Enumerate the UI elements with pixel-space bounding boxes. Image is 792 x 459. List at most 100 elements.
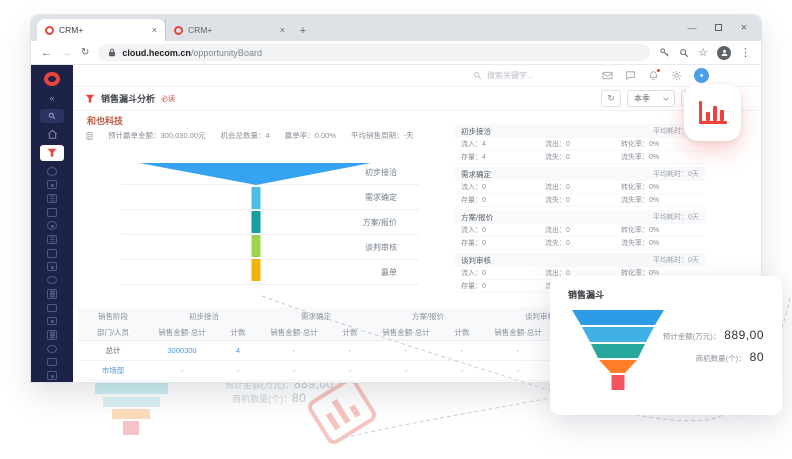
stage-avg-time: 平均耗时：0天: [653, 214, 699, 221]
cell: -: [292, 346, 296, 355]
sidebar-icon[interactable]: [47, 316, 57, 326]
global-search[interactable]: 搜索关键字...: [473, 70, 534, 81]
search-placeholder: 搜索关键字...: [487, 71, 534, 80]
table-header: 销售金额-总计: [270, 328, 318, 337]
cell: -: [348, 366, 352, 375]
maximize-button[interactable]: [705, 23, 731, 33]
stage-avg-time: 平均耗时：0天: [653, 171, 699, 178]
summary-opportunity-count: 机会总数量：4: [220, 131, 270, 140]
browser-profile-avatar[interactable]: [717, 45, 731, 60]
crm-favicon: [45, 25, 54, 35]
page-title: 销售漏斗分析: [101, 94, 156, 104]
reload-icon[interactable]: ↻: [81, 47, 90, 58]
stage-metric: 存量：4: [461, 154, 486, 161]
stage-metric: 转化率：0%: [621, 184, 660, 191]
sidebar-icon[interactable]: [47, 234, 57, 245]
url-path: /opportunityBoard: [190, 47, 262, 58]
count-link[interactable]: 4: [235, 346, 241, 355]
cell: -: [236, 366, 240, 375]
sidebar-icon[interactable]: [47, 167, 57, 176]
settings-gear-icon[interactable]: [671, 70, 682, 81]
summary-doc-icon: [86, 131, 93, 140]
stage-name: 需求确定: [461, 169, 491, 179]
ghost-funnel-band-3: [112, 409, 150, 419]
sidebar-icon[interactable]: [47, 262, 57, 271]
topbar-icons: ✦: [602, 68, 761, 83]
refresh-button[interactable]: ↻: [601, 90, 621, 107]
company-name[interactable]: 和也科技: [87, 116, 124, 126]
card-funnel-chart: [572, 310, 664, 390]
funnel-stage-label: 初步接洽: [365, 167, 397, 177]
bar-chart-icon-card: [684, 84, 741, 141]
new-tab-button[interactable]: +: [299, 25, 307, 37]
period-select[interactable]: 本季: [627, 90, 675, 107]
sidebar-icon[interactable]: [47, 208, 57, 217]
sidebar-icon[interactable]: [47, 330, 57, 340]
sidebar-icon[interactable]: [47, 249, 57, 258]
address-bar: ← → ↻ cloud.hecom.cn/opportunityBoard ☆: [31, 41, 761, 65]
amount-link[interactable]: 3000300: [167, 346, 197, 355]
table-header: 计数: [454, 328, 470, 337]
ghost-funnel-band-1: [95, 382, 168, 394]
url-field[interactable]: cloud.hecom.cn/opportunityBoard: [98, 44, 651, 61]
funnel-stage-2-shape: [251, 187, 261, 209]
ghost-amount-label: 预计金额(万元)：: [225, 380, 294, 390]
sidebar-icon[interactable]: [47, 193, 57, 204]
sidebar-search-icon[interactable]: [40, 109, 64, 124]
funnel-stage-label: 方案/报价: [363, 217, 397, 227]
lock-icon: [108, 48, 116, 57]
notification-bell-icon[interactable]: [648, 68, 661, 81]
forward-icon[interactable]: →: [61, 46, 72, 59]
zoom-icon[interactable]: [679, 48, 689, 58]
mail-icon[interactable]: [602, 70, 613, 81]
row-name-link[interactable]: 市场部: [101, 366, 125, 375]
search-icon: [474, 72, 482, 80]
ghost-count-label: 商机数量(个)：: [232, 394, 292, 404]
bookmark-star-icon[interactable]: ☆: [698, 47, 708, 59]
table-header: 销售金额-总计: [382, 328, 430, 337]
back-icon[interactable]: ←: [41, 46, 52, 59]
url-domain: cloud.hecom.cn: [122, 47, 191, 58]
cell: -: [404, 346, 408, 355]
funnel-stage-5-shape: [251, 259, 261, 281]
sidebar-icon[interactable]: [47, 357, 57, 367]
browser-tab-active[interactable]: CRM+ ×: [37, 19, 165, 41]
sidebar-icon[interactable]: [47, 289, 57, 299]
stage-metric: 流入：0: [461, 270, 486, 277]
chat-icon[interactable]: [625, 70, 636, 81]
sidebar-icon[interactable]: [47, 180, 57, 189]
browser-menu-icon[interactable]: ⋮: [740, 47, 751, 59]
cell: -: [404, 366, 408, 375]
user-avatar[interactable]: ✦: [694, 68, 709, 83]
card-count-row: 商机数量(个)： 80: [696, 350, 764, 364]
collapse-sidebar-icon[interactable]: «: [49, 93, 55, 104]
funnel-stage-label: 谈判审核: [365, 242, 397, 252]
tab-close-icon[interactable]: ×: [151, 25, 157, 35]
browser-tab-inactive[interactable]: CRM+ ×: [165, 19, 293, 41]
stage-name: 方案/报价: [461, 212, 494, 222]
sidebar-item-funnel-analysis-active[interactable]: [40, 145, 64, 161]
sidebar-icon[interactable]: [47, 303, 57, 313]
row-name: 总计: [105, 346, 121, 355]
sidebar-icon[interactable]: [47, 371, 57, 380]
close-window-button[interactable]: ×: [740, 22, 748, 34]
bar-chart-icon: [698, 101, 727, 124]
table-group-header: 方案/报价: [411, 311, 445, 321]
sidebar-icon[interactable]: [47, 275, 57, 285]
minimize-button[interactable]: —: [687, 23, 697, 33]
password-key-icon[interactable]: [659, 47, 670, 58]
funnel-board: 和也科技 预计赢单金额：300,030.00元 机会总数量：4 赢单率：0.00…: [73, 111, 761, 382]
stage-metric: 流出：0: [545, 270, 570, 277]
tab-close-icon[interactable]: ×: [279, 25, 285, 35]
page-badge: 必读: [161, 95, 176, 103]
stage-metric: 流入：4: [461, 141, 486, 148]
sidebar-icon[interactable]: [47, 221, 57, 230]
table-header: 销售阶段: [98, 311, 128, 321]
table-header: 计数: [230, 328, 246, 337]
home-icon[interactable]: [47, 129, 58, 140]
stage-metric: 流失：0: [545, 197, 570, 204]
table-header: 销售金额-总计: [158, 328, 206, 337]
sidebar-icon[interactable]: [47, 344, 57, 354]
stage-name: 初步接洽: [461, 126, 491, 136]
